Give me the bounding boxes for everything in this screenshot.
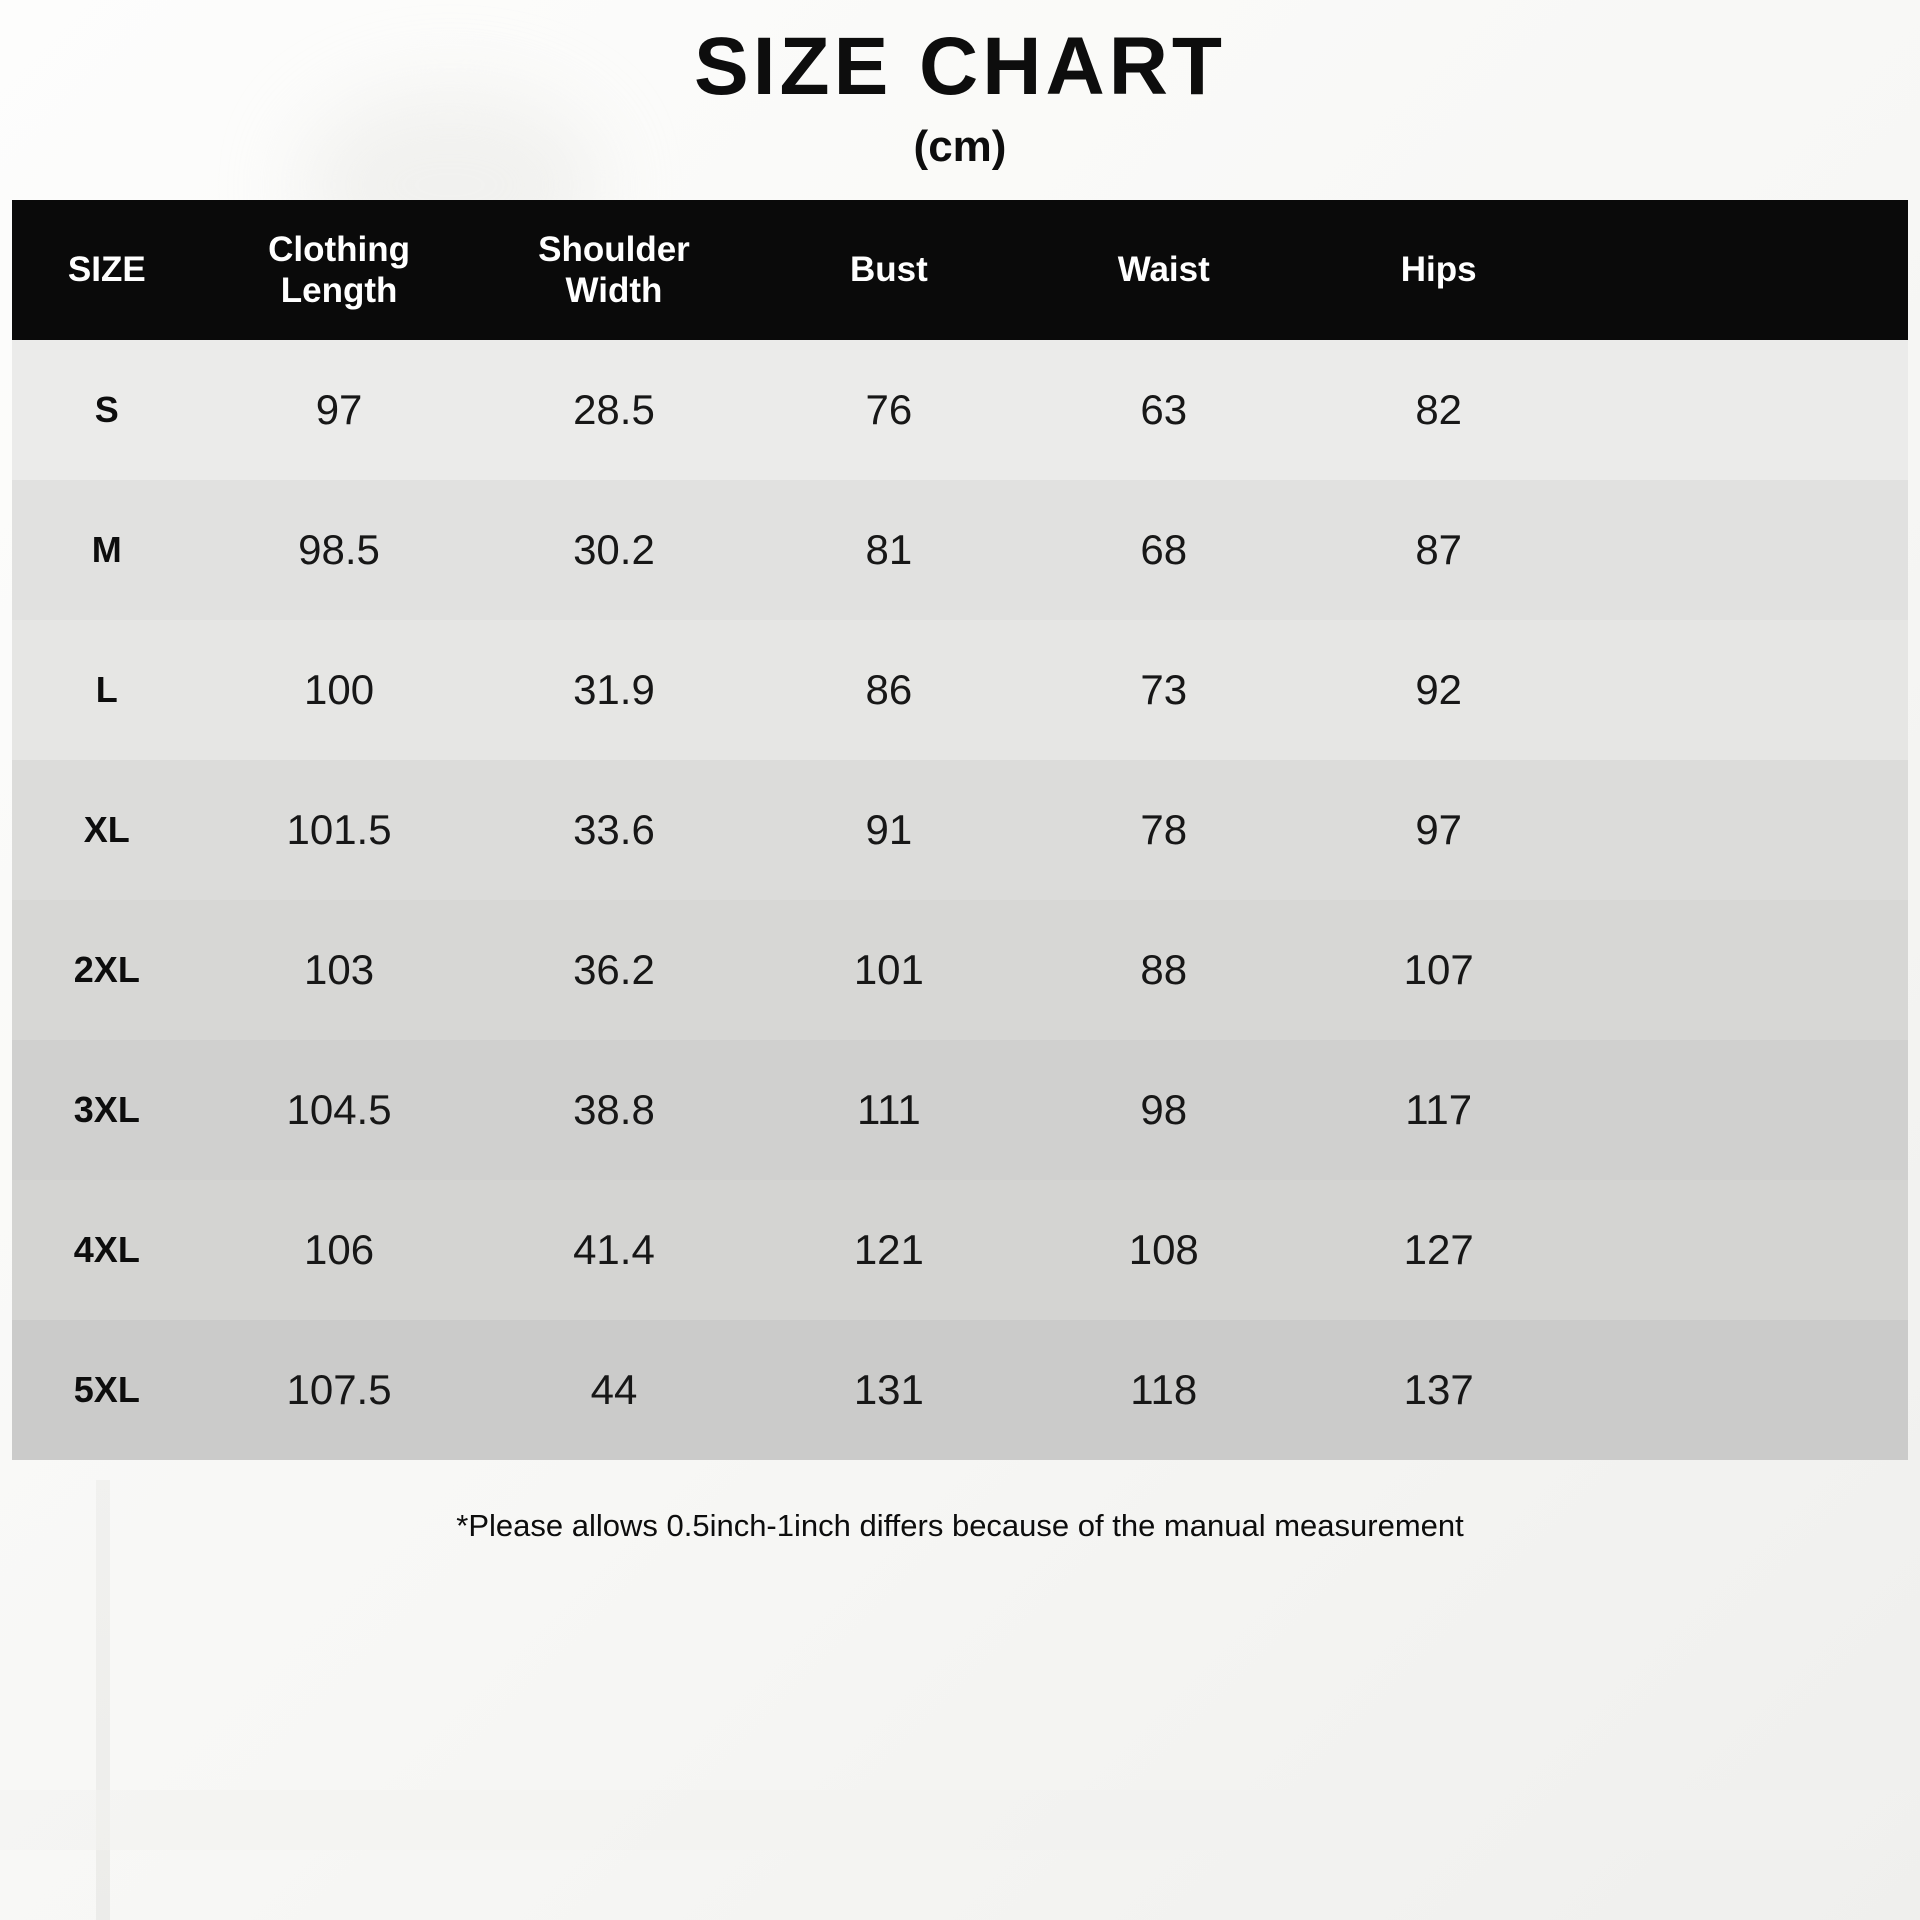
measurement-cell: 41.4	[573, 1226, 655, 1273]
table-header: SIZE Clothing Length Shoulder Width Bust Wai…	[12, 200, 1908, 340]
measurement-cell: 98.5	[298, 526, 380, 573]
measurement-cell: 97	[1415, 806, 1463, 853]
measurement-cell: 101	[853, 946, 924, 993]
measurement-cell: 92	[1415, 666, 1463, 713]
header-spacer-cell	[1576, 200, 1908, 340]
table-row: S 97 28.5 76 63 82	[12, 340, 1908, 480]
measurement-cell: 31.9	[573, 666, 655, 713]
measurement-cell: 33.6	[573, 806, 655, 853]
table-row: L 100 31.9 86 73 92	[12, 620, 1908, 760]
size-label-cell: 5XL	[73, 1369, 140, 1410]
measurement-cell: 100	[304, 666, 375, 713]
measurement-cell: 131	[853, 1366, 924, 1413]
measurement-cell: 137	[1403, 1366, 1474, 1413]
measurement-cell: 87	[1415, 526, 1463, 573]
measurement-cell: 91	[865, 806, 913, 853]
measurement-disclaimer: *Please allows 0.5inch-1inch differs bec…	[456, 1508, 1464, 1543]
measurement-column-header: Clothing Length	[268, 229, 410, 310]
measurement-cell: 103	[304, 946, 375, 993]
table-row: XL 101.5 33.6 91 78 97	[12, 760, 1908, 900]
measurement-cell: 63	[1140, 386, 1188, 433]
measurement-cell: 121	[853, 1226, 924, 1273]
measurement-cell: 118	[1130, 1366, 1198, 1413]
row-spacer-cell	[1576, 1180, 1908, 1320]
measurement-cell: 44	[590, 1366, 638, 1413]
row-spacer-cell	[1576, 900, 1908, 1040]
measurement-cell: 82	[1415, 386, 1463, 433]
row-spacer-cell	[1576, 620, 1908, 760]
row-spacer-cell	[1576, 340, 1908, 480]
measurement-column-header: Hips	[1400, 250, 1477, 290]
measurement-cell: 104.5	[286, 1086, 392, 1133]
background-texture-line	[96, 1480, 110, 1920]
measurement-cell: 97	[315, 386, 363, 433]
measurement-cell: 30.2	[573, 526, 655, 573]
measurement-column-header: Waist	[1117, 250, 1210, 290]
table-row: 2XL 103 36.2 101 88 107	[12, 900, 1908, 1040]
measurement-cell: 117	[1405, 1086, 1473, 1133]
measurement-column-header: Shoulder Width	[538, 229, 690, 310]
measurement-cell: 86	[865, 666, 913, 713]
table-row: 4XL 106 41.4 121 108 127	[12, 1180, 1908, 1320]
size-label-cell: XL	[83, 809, 130, 850]
table-header-row: SIZE Clothing Length Shoulder Width Bust Wai…	[12, 200, 1908, 340]
row-spacer-cell	[1576, 1320, 1908, 1460]
measurement-cell: 73	[1140, 666, 1188, 713]
size-label-cell: 3XL	[73, 1089, 140, 1130]
measurement-cell: 36.2	[573, 946, 655, 993]
size-label-cell: M	[91, 529, 122, 570]
page-title: SIZE CHART	[694, 21, 1226, 112]
measurement-cell: 38.8	[573, 1086, 655, 1133]
size-column-header: SIZE	[67, 250, 146, 290]
measurement-cell: 107.5	[286, 1366, 392, 1413]
background-texture-band	[0, 1790, 1920, 1850]
measurement-cell: 28.5	[573, 386, 655, 433]
size-label-cell: S	[94, 389, 119, 430]
table-row: M 98.5 30.2 81 68 87	[12, 480, 1908, 620]
table-row: 3XL 104.5 38.8 111 98 117	[12, 1040, 1908, 1180]
measurement-column-header: Bust	[849, 250, 928, 290]
row-spacer-cell	[1576, 760, 1908, 900]
table-row: 5XL 107.5 44 131 118 137	[12, 1320, 1908, 1460]
measurement-cell: 88	[1140, 946, 1188, 993]
measurement-cell: 78	[1140, 806, 1188, 853]
row-spacer-cell	[1576, 1040, 1908, 1180]
measurement-cell: 107	[1403, 946, 1474, 993]
measurement-cell: 68	[1140, 526, 1188, 573]
measurement-cell: 111	[856, 1086, 921, 1133]
size-label-cell: 4XL	[73, 1229, 140, 1270]
measurement-cell: 81	[865, 526, 913, 573]
background-texture-blob	[300, 90, 600, 280]
row-spacer-cell	[1576, 480, 1908, 620]
measurement-cell: 98	[1140, 1086, 1188, 1133]
size-label-cell: 2XL	[73, 949, 140, 990]
measurement-cell: 76	[865, 386, 913, 433]
size-table: SIZE Clothing Length Shoulder Width Bust Wai…	[12, 200, 1908, 1460]
size-label-cell: L	[95, 669, 118, 710]
measurement-cell: 106	[304, 1226, 375, 1273]
table-body: S 97 28.5 76 63 82 M 98.5 30.2 81 68 87 L 100 31.9 86 73…	[12, 340, 1908, 1460]
measurement-cell: 101.5	[286, 806, 392, 853]
measurement-cell: 108	[1128, 1226, 1199, 1273]
unit-subtitle: (cm)	[913, 122, 1007, 171]
measurement-cell: 127	[1403, 1226, 1474, 1273]
